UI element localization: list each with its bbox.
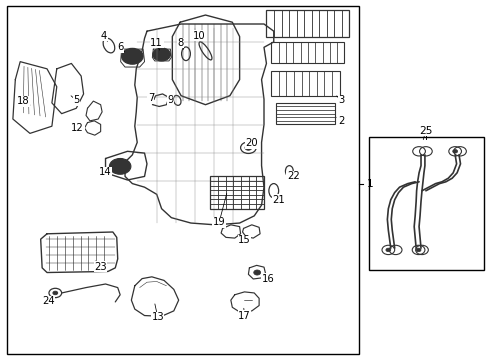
Text: 25: 25 <box>419 126 431 135</box>
Text: 15: 15 <box>238 235 250 245</box>
Text: 25: 25 <box>418 126 432 135</box>
Text: 1: 1 <box>366 179 372 189</box>
Ellipse shape <box>244 145 251 150</box>
Text: 6: 6 <box>117 42 123 52</box>
Ellipse shape <box>158 51 165 57</box>
Text: 9: 9 <box>167 95 173 105</box>
Text: 2: 2 <box>337 116 344 126</box>
Text: 20: 20 <box>244 139 257 148</box>
Ellipse shape <box>385 248 390 252</box>
Text: 16: 16 <box>261 274 274 284</box>
Text: 18: 18 <box>17 96 29 106</box>
Ellipse shape <box>127 53 137 60</box>
Ellipse shape <box>115 163 125 170</box>
Bar <box>271 42 344 63</box>
Bar <box>368 137 484 270</box>
Ellipse shape <box>452 149 457 153</box>
Ellipse shape <box>253 270 260 275</box>
Ellipse shape <box>122 48 143 64</box>
Text: 12: 12 <box>71 123 84 133</box>
Ellipse shape <box>415 248 420 252</box>
Text: 7: 7 <box>147 93 154 103</box>
Bar <box>210 176 264 209</box>
Ellipse shape <box>53 291 58 295</box>
Text: 22: 22 <box>286 171 299 181</box>
Text: 10: 10 <box>193 31 205 41</box>
Ellipse shape <box>109 158 131 174</box>
Text: 24: 24 <box>42 296 55 306</box>
Text: 23: 23 <box>94 262 107 272</box>
Text: 3: 3 <box>337 95 344 105</box>
Text: 21: 21 <box>272 195 285 205</box>
Text: 5: 5 <box>73 95 79 105</box>
Text: 19: 19 <box>212 217 225 227</box>
Text: 8: 8 <box>177 38 183 48</box>
Bar <box>276 103 334 125</box>
Text: 14: 14 <box>99 167 112 177</box>
Text: 17: 17 <box>238 311 250 320</box>
Text: 13: 13 <box>151 312 163 322</box>
Text: 4: 4 <box>101 31 107 41</box>
Text: 11: 11 <box>150 38 163 48</box>
Ellipse shape <box>153 48 170 61</box>
Bar <box>266 10 348 37</box>
Bar <box>271 71 339 96</box>
Bar <box>6 6 358 354</box>
